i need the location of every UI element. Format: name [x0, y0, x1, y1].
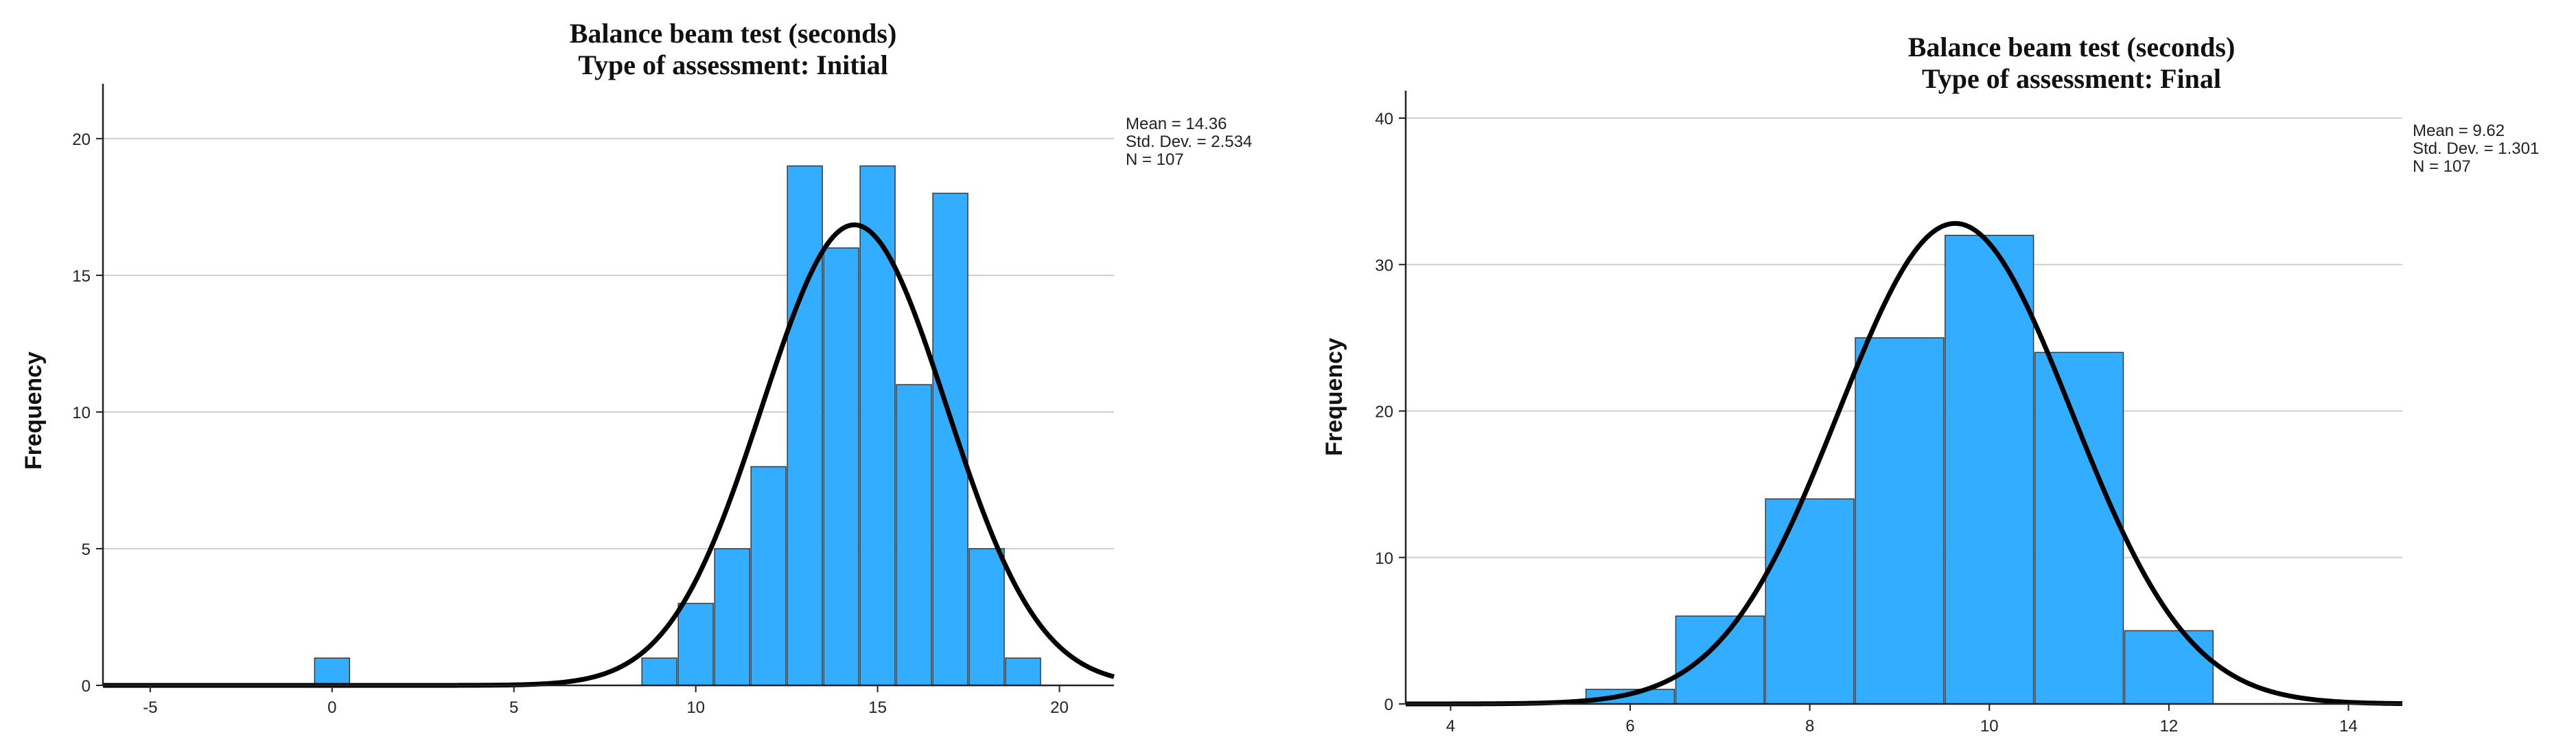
- y-ticks: 0 10 20 30 40: [1375, 110, 1406, 714]
- x-tick-label: 6: [1625, 717, 1634, 736]
- x-tick-label: 14: [2339, 717, 2358, 736]
- x-tick-label: 8: [1805, 717, 1814, 736]
- y-tick-label: 20: [72, 130, 91, 149]
- stats-mean: Mean = 14.36: [1126, 115, 1227, 133]
- x-tick-label: 20: [1050, 698, 1069, 717]
- x-tick-label: 10: [1980, 717, 1999, 736]
- bars: [1585, 234, 2214, 705]
- stats-n: N = 107: [2413, 157, 2471, 176]
- y-tick-label: 0: [82, 677, 91, 696]
- stats-box: Mean = 14.36 Std. Dev. = 2.534 N = 107: [1126, 115, 1252, 169]
- histogram-bar: [859, 165, 896, 686]
- x-tick-label: 5: [509, 698, 518, 717]
- y-tick-label: 15: [72, 267, 91, 286]
- histogram-bar: [2034, 352, 2124, 705]
- y-tick-label: 40: [1375, 110, 1393, 128]
- histogram-final: Balance beam test (seconds) Type of asse…: [1321, 32, 2539, 736]
- histogram-bar: [750, 466, 787, 686]
- y-axis-label: Frequency: [21, 352, 47, 470]
- histogram-bar: [1675, 615, 1765, 705]
- histogram-bar: [787, 165, 823, 686]
- x-tick-label: 0: [327, 698, 336, 717]
- histogram-bar: [1765, 498, 1855, 705]
- histogram-bar: [896, 384, 932, 686]
- y-tick-label: 10: [72, 404, 91, 422]
- chart-subtitle: Type of assessment: Initial: [578, 49, 887, 80]
- histogram-bar: [1855, 337, 1945, 705]
- normal-curve-group: [1406, 220, 2403, 707]
- chart-subtitle: Type of assessment: Final: [1922, 63, 2221, 94]
- axes: [1404, 91, 2402, 705]
- x-ticks: -5 0 5 10 15 20: [143, 685, 1069, 717]
- y-axis-label: Frequency: [1321, 338, 1347, 456]
- axes: [102, 84, 1114, 687]
- histogram-bar: [641, 657, 677, 686]
- bars: [314, 165, 1041, 686]
- histogram-bar: [314, 657, 351, 686]
- y-tick-label: 0: [1384, 696, 1393, 714]
- histogram-bar: [714, 548, 750, 686]
- stats-std-dev: Std. Dev. = 1.301: [2413, 139, 2539, 158]
- stats-mean: Mean = 9.62: [2413, 122, 2505, 140]
- stats-box: Mean = 9.62 Std. Dev. = 1.301 N = 107: [2413, 122, 2539, 176]
- x-tick-label: 15: [868, 698, 887, 717]
- y-tick-label: 20: [1375, 403, 1393, 422]
- normal-curve: [1406, 220, 2403, 707]
- histogram-bar: [1945, 234, 2034, 705]
- chart-title: Balance beam test (seconds): [570, 18, 897, 49]
- x-tick-label: -5: [143, 698, 157, 717]
- x-ticks: 4 6 8 10 12 14: [1446, 704, 2358, 736]
- x-tick-label: 10: [686, 698, 705, 717]
- histogram-bar: [1005, 657, 1041, 686]
- x-tick-label: 12: [2160, 717, 2179, 736]
- y-tick-label: 30: [1375, 256, 1393, 275]
- x-tick-label: 4: [1446, 717, 1455, 736]
- histogram-bar: [823, 247, 859, 686]
- y-ticks: 0 5 10 15 20: [72, 130, 103, 696]
- chart-title: Balance beam test (seconds): [1908, 32, 2236, 62]
- histogram-bar: [677, 602, 714, 686]
- y-tick-label: 5: [82, 540, 91, 559]
- histogram-bar: [932, 192, 968, 686]
- y-tick-label: 10: [1375, 549, 1393, 568]
- stats-std-dev: Std. Dev. = 2.534: [1126, 133, 1252, 151]
- histogram-bar: [968, 548, 1005, 686]
- stats-n: N = 107: [1126, 150, 1184, 169]
- histogram-bar: [2124, 630, 2214, 705]
- histogram-initial: Balance beam test (seconds) Type of asse…: [21, 18, 1252, 717]
